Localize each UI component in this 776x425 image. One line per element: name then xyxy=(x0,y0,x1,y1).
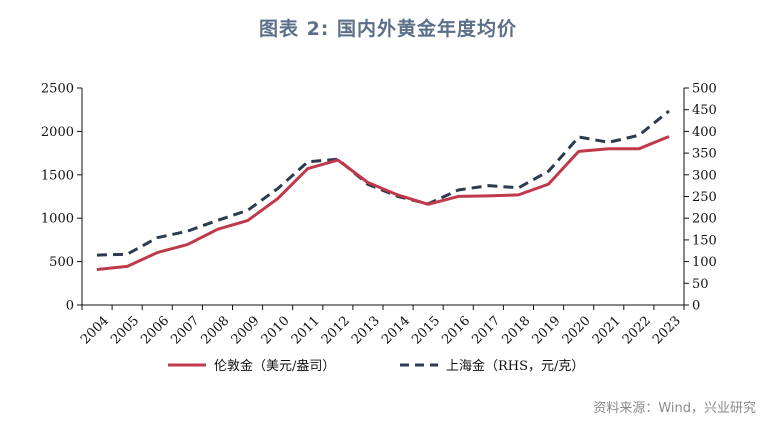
series-line-london xyxy=(96,135,670,271)
x-tick-label: 2013 xyxy=(349,313,383,347)
series-layer xyxy=(96,109,670,271)
left-tick-label: 1500 xyxy=(41,168,74,183)
axes: 0 500 1000 1500 2000 2500 0 50 100 150 200 250 300 35… xyxy=(41,82,717,348)
right-tick-label: 0 xyxy=(692,299,700,314)
x-tick-label: 2007 xyxy=(168,313,202,347)
chart-title: 图表 2: 国内外黄金年度均价 xyxy=(258,18,518,40)
legend-item-shanghai-label: 上海金（RHS，元/克） xyxy=(446,358,584,374)
right-tick-label: 400 xyxy=(692,125,717,140)
right-tick-label: 150 xyxy=(692,233,717,248)
x-tick-label: 2021 xyxy=(590,313,624,347)
source-note: 资料来源：Wind，兴业研究 xyxy=(593,401,756,416)
x-tick-label: 2014 xyxy=(379,313,413,347)
right-tick-label: 200 xyxy=(692,212,717,227)
right-tick-label: 250 xyxy=(692,190,717,205)
x-tick-label: 2015 xyxy=(409,313,443,347)
left-tick-label: 500 xyxy=(49,255,74,270)
x-tick-label: 2009 xyxy=(229,313,263,347)
left-tick-label: 2500 xyxy=(41,82,74,97)
right-tick-label: 500 xyxy=(692,82,717,97)
x-tick-label: 2006 xyxy=(138,313,172,347)
x-tick-label: 2011 xyxy=(289,313,323,347)
left-tick-label: 1000 xyxy=(41,212,74,227)
left-tick-label: 2000 xyxy=(41,125,74,140)
right-tick-label: 100 xyxy=(692,255,717,270)
x-tick-label: 2010 xyxy=(259,313,293,347)
x-tick-label: 2012 xyxy=(319,313,353,347)
x-tick-label: 2023 xyxy=(650,313,684,347)
left-tick-label: 0 xyxy=(66,299,74,314)
x-tick-label: 2022 xyxy=(620,313,654,347)
x-tick-label: 2004 xyxy=(78,313,112,347)
x-tick-label: 2019 xyxy=(530,313,564,347)
x-tick-label: 2018 xyxy=(499,313,533,347)
right-tick-label: 50 xyxy=(692,277,709,292)
right-tick-label: 350 xyxy=(692,147,717,162)
x-tick-label: 2016 xyxy=(439,313,473,347)
legend-item-london-label: 伦敦金（美元/盎司） xyxy=(214,358,335,374)
legend: 伦敦金（美元/盎司） 上海金（RHS，元/克） xyxy=(168,358,584,374)
x-tick-label: 2020 xyxy=(560,313,594,347)
x-tick-label: 2008 xyxy=(198,313,232,347)
x-tick-label: 2005 xyxy=(108,313,142,347)
right-tick-label: 300 xyxy=(692,168,717,183)
x-tick-label: 2017 xyxy=(469,313,503,347)
series-line-shanghai xyxy=(96,109,670,257)
right-tick-label: 450 xyxy=(692,103,717,118)
